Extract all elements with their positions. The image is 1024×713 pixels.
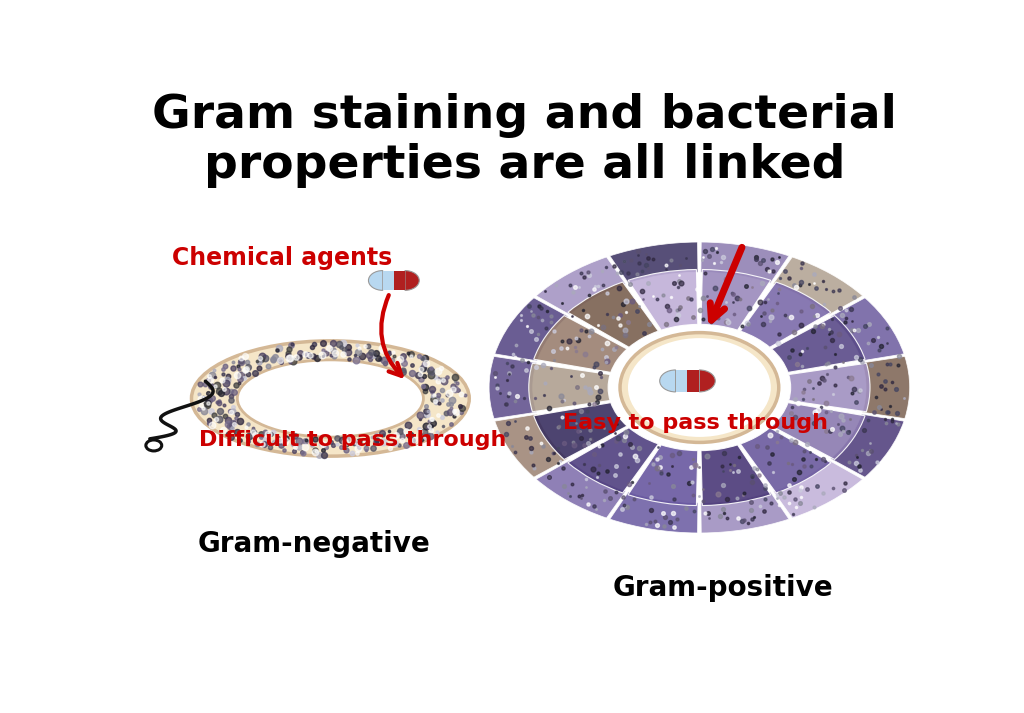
Wedge shape — [489, 356, 537, 419]
Bar — [383, 270, 394, 290]
Wedge shape — [534, 403, 627, 459]
Wedge shape — [772, 403, 865, 459]
Wedge shape — [568, 428, 658, 493]
Wedge shape — [862, 356, 909, 419]
Text: Chemical agents: Chemical agents — [172, 247, 392, 270]
Text: Gram-positive: Gram-positive — [613, 574, 834, 602]
Wedge shape — [699, 370, 715, 392]
Wedge shape — [495, 298, 568, 361]
Wedge shape — [701, 270, 771, 330]
Wedge shape — [700, 492, 788, 533]
Wedge shape — [772, 316, 865, 372]
Bar — [394, 270, 404, 290]
Wedge shape — [659, 370, 676, 392]
Text: Easy to pass through: Easy to pass through — [563, 414, 828, 434]
Wedge shape — [788, 363, 870, 412]
Text: Gram-negative: Gram-negative — [198, 530, 431, 558]
Bar — [676, 370, 687, 392]
Wedge shape — [610, 242, 698, 283]
Wedge shape — [701, 445, 771, 506]
Text: Difficult to pass through: Difficult to pass through — [200, 430, 507, 450]
Wedge shape — [773, 460, 862, 518]
Wedge shape — [740, 428, 830, 493]
Wedge shape — [740, 282, 830, 347]
Bar — [687, 370, 699, 392]
Wedge shape — [537, 460, 626, 518]
Wedge shape — [537, 257, 626, 315]
Ellipse shape — [191, 341, 469, 456]
Wedge shape — [773, 257, 862, 315]
Wedge shape — [528, 363, 610, 412]
Ellipse shape — [238, 360, 423, 437]
Wedge shape — [495, 414, 568, 477]
Text: Gram staining and bacterial: Gram staining and bacterial — [153, 93, 897, 138]
Wedge shape — [830, 414, 904, 477]
Wedge shape — [369, 270, 383, 290]
Wedge shape — [830, 298, 904, 361]
Wedge shape — [404, 270, 419, 290]
Text: properties are all linked: properties are all linked — [204, 143, 846, 188]
Circle shape — [620, 332, 778, 442]
Wedge shape — [628, 445, 697, 506]
Wedge shape — [568, 282, 658, 347]
Wedge shape — [700, 242, 788, 283]
Wedge shape — [534, 316, 627, 372]
Circle shape — [628, 338, 771, 437]
Wedge shape — [610, 492, 698, 533]
Wedge shape — [628, 270, 697, 330]
